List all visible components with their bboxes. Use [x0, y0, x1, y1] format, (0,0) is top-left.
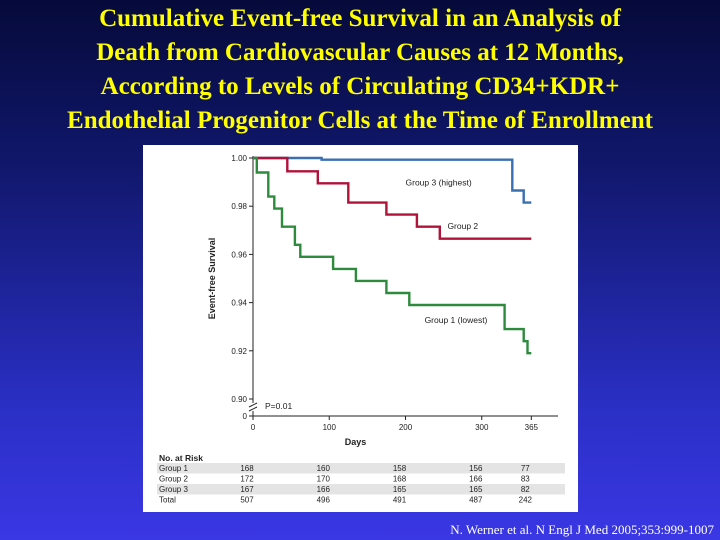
risk-table-cell: 82	[521, 485, 530, 494]
series-line-3	[253, 156, 532, 355]
risk-table-cell: 158	[393, 464, 407, 473]
risk-table-row-label: Group 2	[159, 475, 188, 484]
axis-break-mark	[248, 406, 258, 412]
citation: N. Werner et al. N Engl J Med 2005;353:9…	[450, 522, 714, 537]
y-tick-label: 1.00	[231, 154, 247, 163]
risk-table-cell: 166	[469, 475, 483, 484]
x-tick-label: 0	[251, 423, 256, 432]
risk-table-row-label: Total	[159, 496, 176, 505]
title-line-2: Death from Cardiovascular Causes at 12 M…	[96, 39, 624, 66]
risk-table-cell: 160	[317, 464, 331, 473]
series-label: Group 1 (lowest)	[425, 315, 488, 325]
x-tick-label: 200	[399, 423, 413, 432]
risk-table-header: No. at Risk	[159, 453, 203, 463]
axis-break-mark	[248, 402, 258, 408]
series-label: Group 3 (highest)	[406, 178, 472, 188]
risk-table-cell: 168	[240, 464, 254, 473]
title-line-4: Endothelial Progenitor Cells at the Time…	[67, 107, 653, 134]
risk-table-row-label: Group 3	[159, 485, 188, 494]
slide-title: Cumulative Event-free Survival in an Ana…	[10, 2, 710, 138]
x-tick-label: 365	[525, 423, 539, 432]
chart-panel: 1.00 0.98 0.96 0.94 0.92 0.90 0 0 100 200 300 365 Da…	[143, 145, 578, 512]
risk-table-row-band	[157, 484, 565, 495]
risk-table-cell: 507	[240, 496, 254, 505]
series-line-2	[253, 156, 532, 240]
y-tick-label: 0.96	[231, 250, 247, 259]
y-tick-label: 0.98	[231, 202, 247, 211]
y-tick-label: 0.90	[231, 395, 247, 404]
y-tick-label: 0.92	[231, 347, 247, 356]
risk-table-cell: 166	[317, 485, 331, 494]
risk-table-cell: 496	[317, 496, 331, 505]
risk-table-cell: 242	[519, 496, 533, 505]
risk-table-cell: 170	[317, 475, 331, 484]
x-tick-label: 100	[323, 423, 337, 432]
title-line-3: According to Levels of Circulating CD34+…	[100, 73, 620, 100]
risk-table-cell: 172	[240, 475, 254, 484]
y-axis-label: Event-free Survival	[207, 238, 217, 320]
y-tick-label: 0	[243, 412, 248, 421]
x-tick-label: 300	[475, 423, 489, 432]
risk-table-cell: 77	[521, 464, 530, 473]
risk-table-cell: 165	[469, 485, 483, 494]
y-tick-label: 0.94	[231, 299, 247, 308]
risk-table-cell: 83	[521, 475, 530, 484]
survival-chart: 1.00 0.98 0.96 0.94 0.92 0.90 00 100 200 300 365 Da…	[157, 154, 565, 505]
p-value-annotation: P=0.01	[265, 401, 292, 411]
risk-table-cell: 165	[393, 485, 407, 494]
risk-table-cell: 487	[469, 496, 483, 505]
risk-table-row-label: Group 1	[159, 464, 188, 473]
risk-table-cell: 156	[469, 464, 483, 473]
risk-table-cell: 168	[393, 475, 407, 484]
x-axis-label: Days	[345, 437, 367, 447]
series-line-1	[253, 156, 532, 204]
risk-table-cell: 491	[393, 496, 407, 505]
series-label: Group 2	[447, 221, 478, 231]
risk-table-row-band	[157, 463, 565, 474]
title-line-1: Cumulative Event-free Survival in an Ana…	[99, 5, 621, 32]
risk-table-cell: 167	[240, 485, 254, 494]
